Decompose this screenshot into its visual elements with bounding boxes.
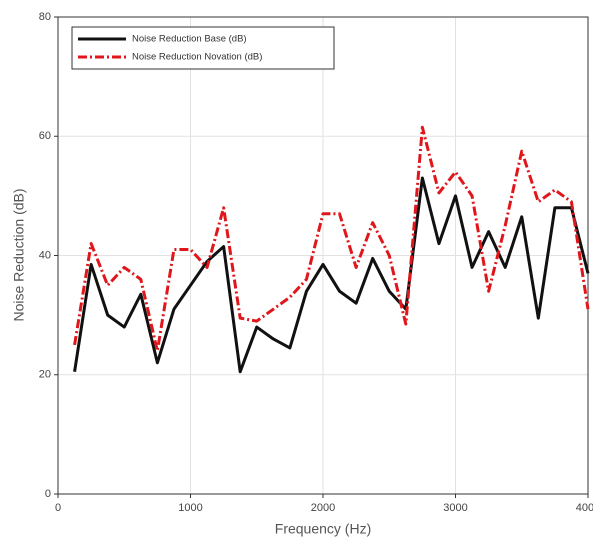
x-tick-label: 4000 bbox=[576, 502, 593, 514]
y-tick-label: 20 bbox=[39, 369, 51, 381]
plot-frame bbox=[57, 16, 589, 495]
x-tick-label: 0 bbox=[55, 502, 61, 514]
legend-box bbox=[71, 26, 335, 70]
x-tick-label: 2000 bbox=[311, 502, 335, 514]
y-tick-label: 60 bbox=[39, 130, 51, 142]
x-tick-label: 1000 bbox=[178, 502, 202, 514]
y-tick-label: 80 bbox=[39, 11, 51, 23]
y-tick-label: 40 bbox=[39, 249, 51, 261]
data-line bbox=[73, 125, 590, 353]
x-axis-title: Frequency (Hz) bbox=[275, 521, 371, 537]
y-axis-title: Noise Reduction (dB) bbox=[11, 188, 27, 321]
legend-label: Noise Reduction Novation (dB) bbox=[132, 52, 262, 63]
legend-label: Noise Reduction Base (dB) bbox=[132, 34, 247, 45]
data-line bbox=[73, 176, 590, 374]
y-tick-label: 0 bbox=[45, 488, 51, 500]
x-tick-label: 3000 bbox=[443, 502, 467, 514]
